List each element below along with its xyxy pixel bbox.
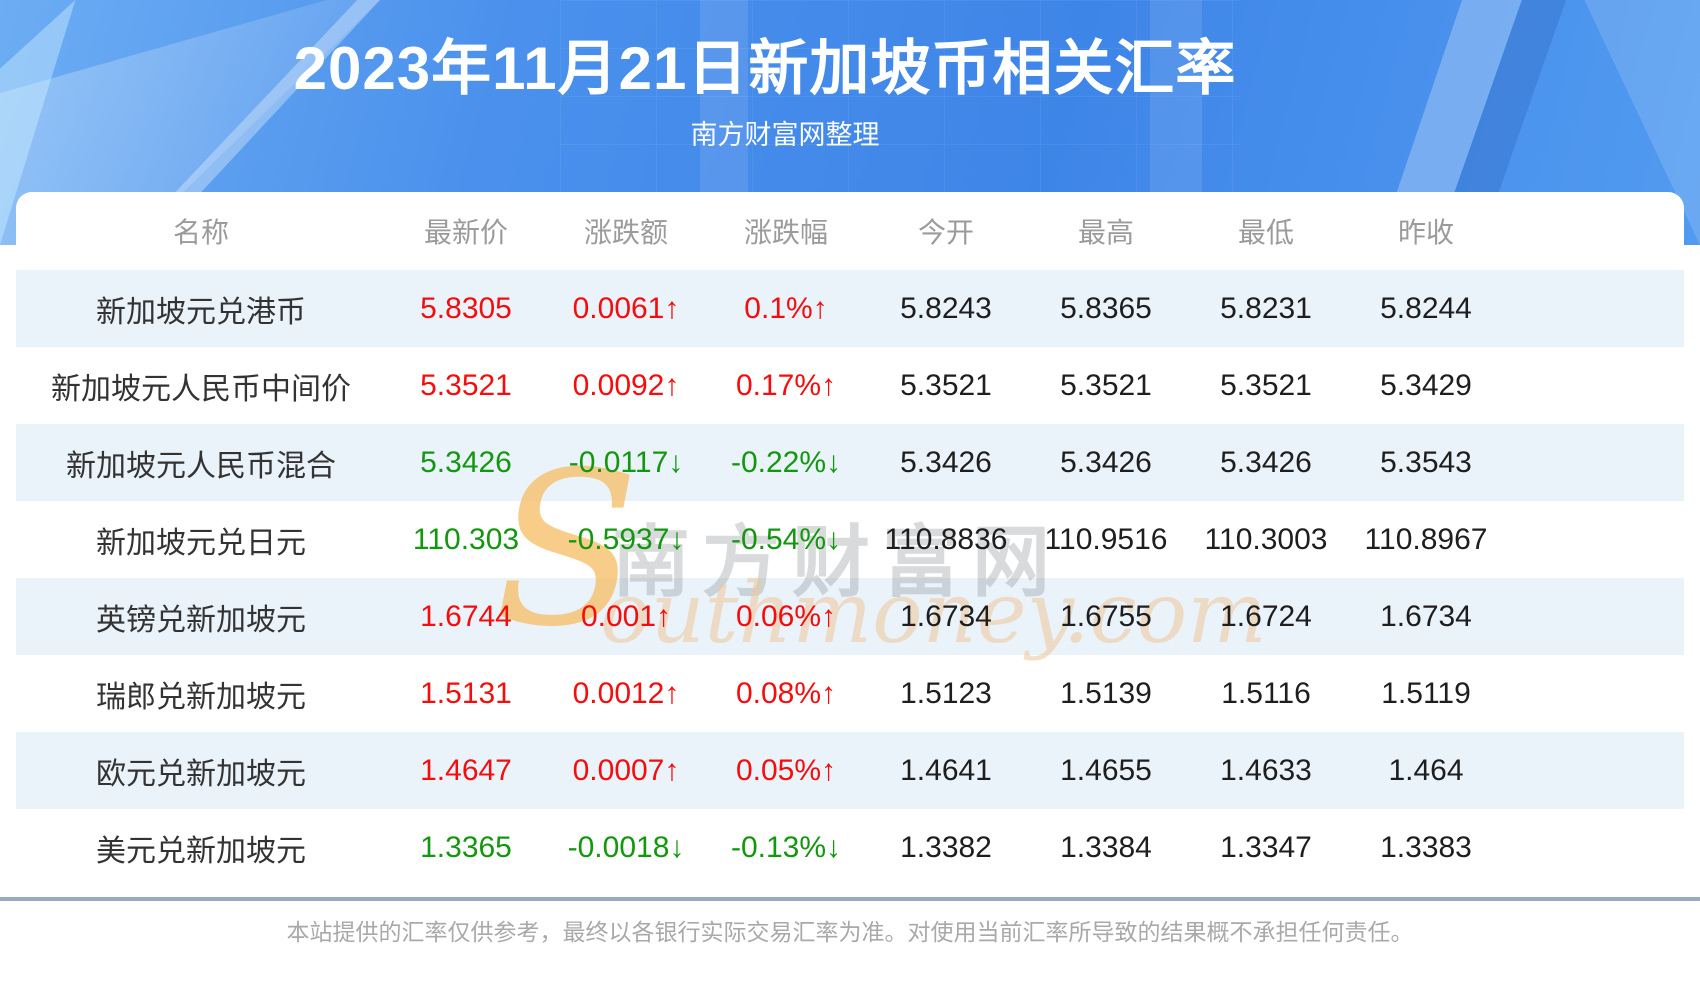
table-row: 新加坡元人民币混合 5.3426 -0.0117↓ -0.22%↓ 5.3426… <box>16 424 1684 501</box>
column-header-change-pct: 涨跌幅 <box>743 217 828 248</box>
row-high: 1.5139 <box>1060 676 1152 710</box>
row-latest: 5.3426 <box>420 445 512 479</box>
row-low: 5.8231 <box>1220 291 1312 325</box>
row-change-pct: 0.08%↑ <box>735 676 837 710</box>
row-change-pct: -0.54%↓ <box>730 522 842 556</box>
column-header-low: 最低 <box>1237 217 1294 248</box>
row-latest: 1.4647 <box>420 753 512 787</box>
table-body: 新加坡元兑港币 5.8305 0.0061↑ 0.1%↑ 5.8243 5.83… <box>16 270 1684 886</box>
table-header-row: 名称 最新价 涨跌额 涨跌幅 今开 最高 最低 昨收 <box>16 192 1684 270</box>
row-prev-close: 5.8244 <box>1380 291 1472 325</box>
row-low: 1.4633 <box>1220 753 1312 787</box>
row-name: 新加坡元人民币混合 <box>66 449 336 483</box>
row-change-pct: 0.05%↑ <box>735 753 837 787</box>
row-prev-close: 1.3383 <box>1380 830 1472 864</box>
row-open: 110.8836 <box>884 522 1008 556</box>
row-change: 0.0012↑ <box>572 676 680 710</box>
row-open: 1.4641 <box>900 753 992 787</box>
row-change: -0.0018↓ <box>567 830 685 864</box>
rate-table-card: S 南方财富网 outhmoney.com 名称 最新价 涨跌额 涨跌幅 今开 … <box>16 192 1684 888</box>
row-change: -0.0117↓ <box>568 445 684 479</box>
table-row: 新加坡元人民币中间价 5.3521 0.0092↑ 0.17%↑ 5.3521 … <box>16 347 1684 424</box>
row-change-pct: 0.06%↑ <box>735 599 837 633</box>
table-row: 欧元兑新加坡元 1.4647 0.0007↑ 0.05%↑ 1.4641 1.4… <box>16 732 1684 809</box>
row-latest: 110.303 <box>412 522 520 556</box>
row-change-pct: -0.22%↓ <box>730 445 842 479</box>
row-open: 1.6734 <box>900 599 992 633</box>
row-prev-close: 110.8967 <box>1364 522 1488 556</box>
table-row: 瑞郎兑新加坡元 1.5131 0.0012↑ 0.08%↑ 1.5123 1.5… <box>16 655 1684 732</box>
row-open: 5.3521 <box>900 368 992 402</box>
row-latest: 1.3365 <box>420 830 512 864</box>
row-change-pct: 0.17%↑ <box>735 368 837 402</box>
column-header-open: 今开 <box>917 217 974 248</box>
row-low: 1.6724 <box>1220 599 1312 633</box>
row-open: 5.3426 <box>900 445 992 479</box>
footer-divider <box>0 897 1700 901</box>
table-row: 新加坡元兑日元 110.303 -0.5937↓ -0.54%↓ 110.883… <box>16 501 1684 578</box>
row-name: 欧元兑新加坡元 <box>96 757 306 791</box>
row-name: 新加坡元人民币中间价 <box>51 372 351 406</box>
column-header-change: 涨跌额 <box>583 217 668 248</box>
row-low: 5.3426 <box>1220 445 1312 479</box>
row-name: 新加坡元兑港币 <box>96 295 306 329</box>
row-change: -0.5937↓ <box>567 522 685 556</box>
column-header-prev-close: 昨收 <box>1397 217 1454 248</box>
column-header-high: 最高 <box>1077 217 1134 248</box>
table-row: 新加坡元兑港币 5.8305 0.0061↑ 0.1%↑ 5.8243 5.83… <box>16 270 1684 347</box>
row-open: 1.5123 <box>900 676 992 710</box>
row-change: 0.0061↑ <box>572 291 680 325</box>
row-latest: 5.3521 <box>420 368 512 402</box>
table-row: 美元兑新加坡元 1.3365 -0.0018↓ -0.13%↓ 1.3382 1… <box>16 809 1684 886</box>
row-high: 110.9516 <box>1044 522 1168 556</box>
row-change-pct: -0.13%↓ <box>730 830 842 864</box>
row-prev-close: 1.464 <box>1388 753 1464 787</box>
row-change: 0.0092↑ <box>572 368 680 402</box>
column-header-latest: 最新价 <box>423 217 508 248</box>
row-low: 110.3003 <box>1204 522 1328 556</box>
row-high: 5.3426 <box>1060 445 1152 479</box>
page-title: 2023年11月21日新加坡币相关汇率 <box>293 35 1237 102</box>
row-prev-close: 1.5119 <box>1381 676 1471 710</box>
row-prev-close: 1.6734 <box>1380 599 1472 633</box>
row-high: 1.3384 <box>1060 830 1152 864</box>
row-latest: 1.5131 <box>420 676 512 710</box>
row-low: 1.5116 <box>1221 676 1311 710</box>
row-high: 5.8365 <box>1060 291 1152 325</box>
row-change-pct: 0.1%↑ <box>744 291 828 325</box>
row-high: 5.3521 <box>1060 368 1152 402</box>
row-latest: 5.8305 <box>420 291 512 325</box>
row-open: 1.3382 <box>900 830 992 864</box>
row-change: 0.0007↑ <box>572 753 680 787</box>
row-name: 英镑兑新加坡元 <box>96 603 306 637</box>
row-change: 0.001↑ <box>580 599 672 633</box>
row-high: 1.6755 <box>1060 599 1152 633</box>
row-name: 新加坡元兑日元 <box>96 526 306 560</box>
row-open: 5.8243 <box>900 291 992 325</box>
page-subtitle: 南方财富网整理 <box>690 120 880 150</box>
row-name: 瑞郎兑新加坡元 <box>96 680 306 714</box>
disclaimer-text: 本站提供的汇率仅供参考，最终以各银行实际交易汇率为准。对使用当前汇率所导致的结果… <box>286 919 1414 945</box>
table-row: 英镑兑新加坡元 1.6744 0.001↑ 0.06%↑ 1.6734 1.67… <box>16 578 1684 655</box>
row-low: 5.3521 <box>1220 368 1312 402</box>
row-high: 1.4655 <box>1060 753 1152 787</box>
row-low: 1.3347 <box>1220 830 1312 864</box>
row-latest: 1.6744 <box>420 599 512 633</box>
row-prev-close: 5.3543 <box>1380 445 1472 479</box>
row-name: 美元兑新加坡元 <box>96 834 306 868</box>
row-prev-close: 5.3429 <box>1380 368 1472 402</box>
column-header-name: 名称 <box>172 217 229 248</box>
